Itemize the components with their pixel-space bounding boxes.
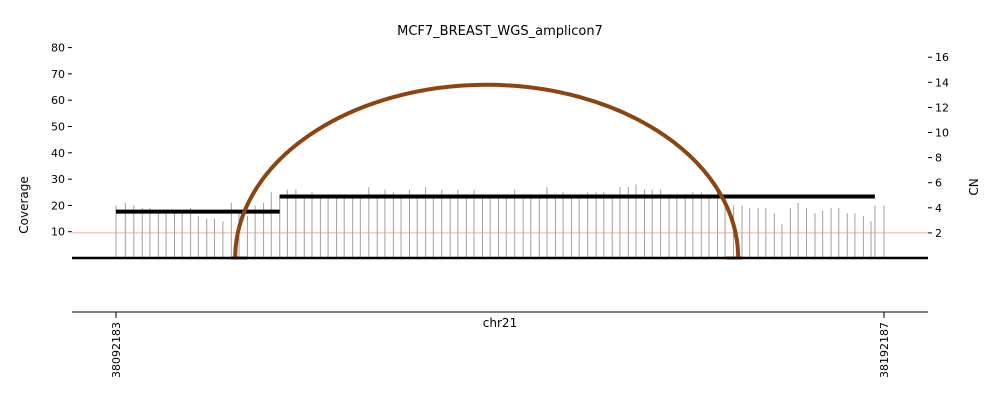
y-left-tick-label: 50 — [51, 121, 65, 134]
left-y-axis: 10 20 30 40 50 60 70 80 — [51, 42, 72, 239]
y-left-tick-label: 20 — [51, 199, 65, 212]
y-left-tick-label: 30 — [51, 173, 65, 186]
y-left-tick-label: 70 — [51, 68, 65, 81]
y-right-tick-label: 2 — [935, 227, 942, 240]
x-axis-label: chr21 — [483, 316, 517, 330]
y-right-tick-label: 6 — [935, 177, 942, 190]
y-right-tick-label: 16 — [935, 51, 949, 64]
y-right-tick-label: 12 — [935, 101, 949, 114]
x-tick-label: 38092183 — [110, 322, 123, 378]
x-tick-label: 38192187 — [878, 322, 891, 378]
right-y-axis: 2 4 6 8 10 12 14 16 — [928, 51, 949, 240]
y-right-tick-label: 4 — [935, 202, 942, 215]
y-right-tick-label: 8 — [935, 152, 942, 165]
x-axis-ticks: 38092183 38192187 — [110, 312, 891, 378]
y-left-tick-label: 80 — [51, 42, 65, 55]
chart-title: MCF7_BREAST_WGS_amplicon7 — [397, 24, 603, 39]
y-left-tick-label: 60 — [51, 94, 65, 107]
y-axis-label-right: CN — [967, 178, 981, 195]
y-right-tick-label: 14 — [935, 76, 949, 89]
y-left-tick-label: 10 — [51, 226, 65, 239]
breakpoint-arcs — [231, 82, 743, 260]
y-right-tick-label: 10 — [935, 127, 949, 140]
y-left-tick-label: 40 — [51, 147, 65, 160]
breakpoint-arc — [233, 82, 741, 259]
y-axis-label-left: Coverage — [17, 176, 31, 234]
cn-segments — [116, 194, 875, 214]
